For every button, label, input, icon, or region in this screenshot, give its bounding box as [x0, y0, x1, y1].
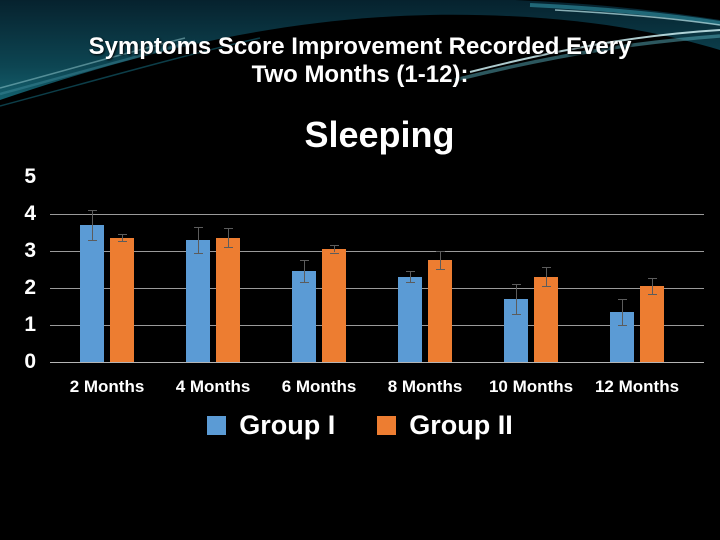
- bar-group-ii: [640, 285, 664, 362]
- error-bar-cap: [300, 282, 309, 284]
- bar-group-ii: [534, 276, 558, 362]
- slide-title-line1: Symptoms Score Improvement Recorded Ever…: [88, 33, 632, 60]
- background-decoration: [0, 0, 720, 120]
- error-bar: [410, 271, 411, 283]
- error-bar: [92, 209, 93, 240]
- bar-group-i: [80, 224, 104, 362]
- error-bar: [198, 226, 199, 253]
- error-bar-cap: [224, 228, 233, 230]
- error-bar: [334, 245, 335, 253]
- slide-title-line2: Two Months (1-12):: [251, 61, 469, 88]
- error-bar-cap: [648, 277, 657, 279]
- y-axis-label: 2: [24, 275, 36, 299]
- error-bar-cap: [194, 226, 203, 228]
- slide-title: Symptoms Score Improvement Recorded Ever…: [0, 33, 720, 89]
- error-bar: [228, 228, 229, 247]
- error-bar-cap: [88, 209, 97, 211]
- x-axis-label: 4 Months: [175, 377, 251, 396]
- y-axis-label: 3: [24, 238, 36, 262]
- error-bar-cap: [88, 239, 97, 241]
- error-bar-cap: [542, 267, 551, 269]
- gridline: [50, 324, 704, 326]
- x-axis-label: 12 Months: [594, 377, 680, 396]
- legend-swatch: [207, 416, 227, 435]
- legend-item: Group I: [207, 410, 335, 441]
- error-bar-cap: [436, 250, 445, 252]
- y-axis-label: 4: [24, 201, 36, 225]
- error-bar-cap: [118, 241, 127, 243]
- bar-group-ii: [322, 248, 346, 362]
- error-bar: [546, 267, 547, 286]
- error-bar-cap: [406, 271, 415, 273]
- x-axis-label: 8 Months: [387, 377, 463, 396]
- error-bar-cap: [512, 313, 521, 315]
- error-bar: [652, 277, 653, 295]
- legend-label: Group I: [239, 410, 336, 440]
- error-bar: [440, 250, 441, 270]
- error-bar: [622, 298, 623, 325]
- error-bar: [516, 284, 517, 314]
- error-bar-cap: [330, 245, 339, 247]
- chart-title: Sleeping: [304, 114, 455, 155]
- black-wave: [0, 14, 720, 120]
- error-bar-cap: [300, 260, 309, 261]
- error-bar-cap: [224, 247, 233, 248]
- error-bar-cap: [436, 269, 445, 271]
- error-bar: [304, 260, 305, 283]
- gridline: [50, 362, 704, 363]
- chart-legend: Group I Group II: [0, 410, 720, 441]
- error-bar-cap: [542, 285, 551, 287]
- y-axis-label: 0: [24, 350, 36, 373]
- error-bar-cap: [512, 284, 521, 286]
- gridline: [50, 250, 704, 252]
- gridline: [50, 287, 704, 289]
- x-axis-label: 10 Months: [488, 377, 574, 396]
- error-bar-cap: [330, 252, 339, 254]
- error-bar-cap: [194, 252, 203, 254]
- error-bar: [122, 234, 123, 242]
- legend-label: Group II: [409, 410, 513, 440]
- error-bar-cap: [118, 234, 127, 235]
- error-bar-cap: [618, 298, 627, 300]
- black-wedge: [515, 0, 720, 20]
- bar-group-i: [398, 276, 422, 362]
- error-bar-cap: [618, 324, 627, 326]
- bar-group-i: [186, 239, 210, 362]
- bar-group-ii: [110, 237, 134, 362]
- x-axis-label: 2 Months: [69, 377, 145, 396]
- x-axis-label: 6 Months: [281, 377, 357, 396]
- error-bar-cap: [406, 282, 415, 284]
- gridline: [50, 213, 704, 215]
- y-axis-label: 1: [24, 312, 36, 336]
- legend-item: Group II: [377, 410, 513, 441]
- bar-group-ii: [216, 237, 240, 362]
- error-bar-cap: [648, 294, 657, 296]
- bar-group-i: [292, 271, 316, 362]
- legend-swatch: [377, 416, 397, 435]
- y-axis-label: 5: [24, 164, 36, 188]
- bar-group-ii: [428, 260, 452, 362]
